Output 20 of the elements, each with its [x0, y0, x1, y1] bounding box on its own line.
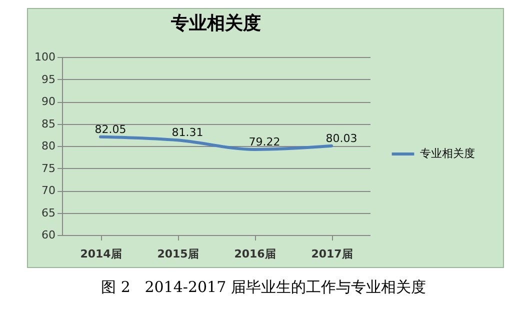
legend-label: 专业相关度 [420, 147, 475, 160]
y-tick-label: 75 [42, 162, 56, 175]
y-tick-label: 100 [34, 50, 56, 64]
x-tick-label: 2017届 [311, 248, 353, 260]
data-label: 82.05 [94, 122, 126, 136]
x-tick-label: 2016届 [234, 248, 276, 260]
y-tick-label: 70 [42, 184, 56, 197]
data-label: 79.22 [248, 135, 280, 148]
x-tick-label: 2015届 [157, 248, 199, 260]
y-tick-label: 80 [42, 140, 56, 152]
data-label: 80.03 [326, 132, 358, 145]
data-label: 81.31 [172, 126, 204, 140]
y-tick-label: 95 [42, 72, 56, 86]
y-tick-label: 65 [42, 206, 56, 220]
x-tick-label: 2014届 [80, 248, 122, 260]
y-tick-label: 90 [42, 95, 56, 108]
caption: 图 2 2014-2017 届毕业生的工作与专业相关度 [100, 278, 427, 297]
y-tick-label: 60 [42, 228, 56, 242]
y-tick-label: 85 [42, 117, 56, 130]
chart-title: 专业相关度 [170, 13, 261, 34]
